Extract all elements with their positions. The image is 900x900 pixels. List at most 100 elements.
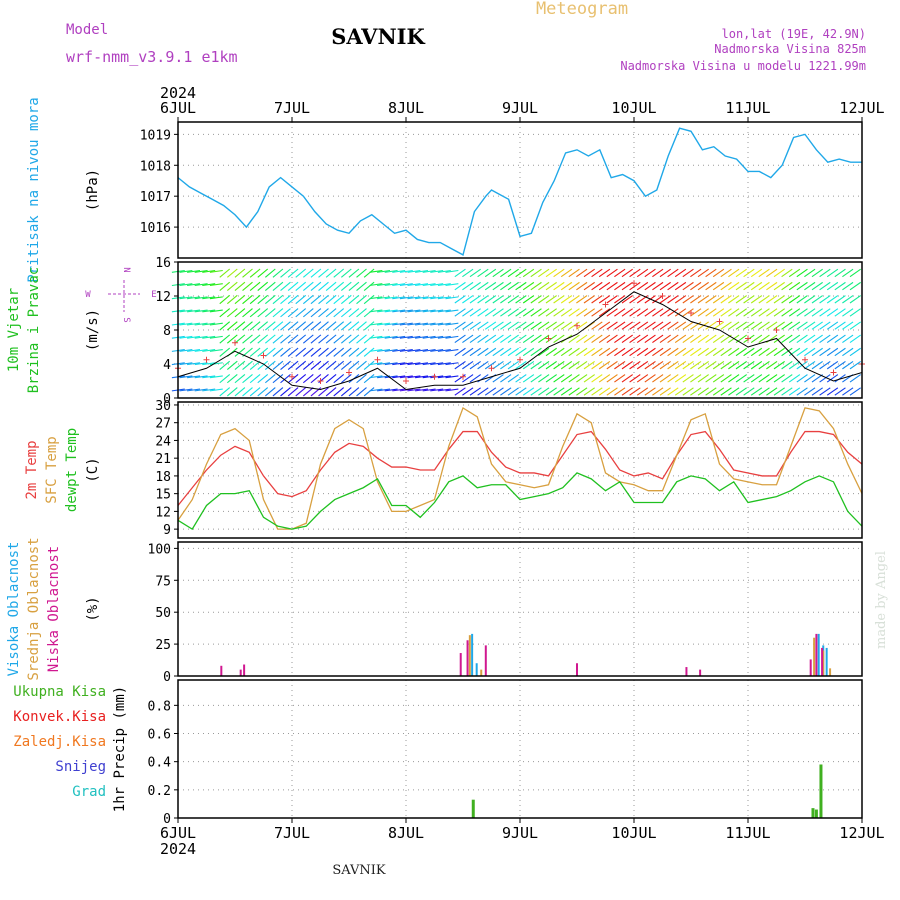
wind-barb	[179, 296, 193, 300]
y-tick-label: 15	[155, 488, 171, 503]
y-axis-label: 10m Vjetar	[6, 288, 22, 372]
wind-barb	[249, 268, 261, 278]
wind-barb	[530, 334, 542, 343]
wind-barb	[422, 375, 436, 379]
wind-barb	[560, 360, 573, 370]
wind-barb	[302, 373, 314, 384]
wind-barb	[735, 347, 747, 357]
y-tick-label: 9	[163, 523, 171, 538]
wind-barb	[690, 374, 702, 383]
wind-barb	[287, 387, 299, 397]
wind-barb	[598, 387, 611, 396]
wind-barb	[295, 281, 307, 291]
wind-barb	[219, 334, 231, 344]
wind-barb	[202, 296, 216, 300]
y-tick-label: 27	[155, 417, 171, 432]
wind-barb	[644, 308, 656, 317]
wind-barb	[553, 295, 565, 304]
wind-barb	[697, 281, 709, 291]
x-tick-label-top: 8JUL	[388, 99, 424, 117]
wind-barb	[287, 347, 299, 357]
temp-line-1	[177, 406, 863, 530]
wind-barb	[325, 281, 337, 291]
wind-barb	[318, 321, 329, 331]
wind-barb	[796, 308, 808, 317]
wind-barb	[445, 322, 459, 326]
wind-barb	[728, 387, 740, 396]
wind-barb	[445, 375, 459, 379]
wind-barb	[369, 362, 383, 366]
wind-barb	[515, 308, 527, 317]
wind-gust-mark	[317, 378, 324, 384]
wind-barb	[849, 308, 861, 317]
wind-barb	[538, 281, 550, 291]
y-tick-label: 12	[155, 290, 171, 305]
wind-barb	[399, 309, 413, 313]
wind-barb	[712, 360, 725, 370]
wind-barb	[469, 268, 481, 278]
wind-barb	[811, 295, 823, 304]
wind-barb	[834, 281, 846, 291]
wind-barb	[834, 374, 846, 383]
precip-bar	[811, 808, 815, 818]
wind-barb	[568, 334, 580, 343]
wind-barb	[530, 347, 542, 357]
wind-barb	[445, 269, 459, 273]
wind-gust-mark	[403, 378, 409, 384]
wind-barb	[310, 294, 322, 305]
wind-barb	[545, 347, 557, 357]
wind-barb	[545, 374, 557, 383]
wind-barb	[492, 374, 504, 383]
wind-barb	[621, 374, 633, 383]
wind-barb	[399, 335, 413, 339]
wind-barb	[392, 335, 406, 339]
wind-barb	[553, 281, 565, 291]
wind-barb	[469, 321, 481, 330]
wind-barb	[469, 374, 481, 383]
wind-barb	[834, 308, 846, 317]
wind-barb	[644, 321, 656, 330]
wind-barb	[507, 295, 519, 304]
wind-barb	[445, 362, 459, 366]
wind-barb	[705, 334, 717, 343]
wind-barb	[302, 268, 314, 278]
wind-barb	[333, 308, 345, 318]
wind-barb	[187, 375, 201, 379]
wind-barb	[598, 334, 611, 343]
wind-barb	[735, 295, 747, 304]
wind-barb	[302, 308, 314, 318]
wind-barb	[369, 335, 383, 339]
wind-barb	[219, 373, 231, 384]
wind-barb	[437, 296, 451, 300]
wind-barb	[667, 374, 679, 383]
wind-barb	[356, 387, 367, 397]
wind-barb	[340, 387, 352, 397]
wind-barb	[728, 321, 740, 330]
wind-barb	[415, 322, 429, 326]
wind-barb	[242, 373, 253, 384]
wind-barb	[363, 268, 375, 278]
wind-barb	[445, 349, 459, 352]
wind-barb	[384, 296, 398, 300]
wind-barb	[187, 349, 201, 352]
wind-barb	[644, 268, 656, 278]
wind-barb	[492, 360, 504, 370]
wind-barb	[819, 308, 831, 317]
wind-barb	[842, 295, 854, 304]
wind-barb	[591, 360, 603, 370]
wind-barb	[219, 347, 231, 357]
wind-barb	[674, 347, 687, 357]
y-tick-label: 12	[155, 505, 171, 520]
wind-barb	[272, 334, 284, 344]
wind-barb	[507, 268, 519, 278]
wind-barb	[384, 335, 398, 339]
wind-barb	[614, 374, 626, 383]
wind-barb	[399, 349, 413, 352]
wind-barb	[484, 334, 497, 343]
wind-barb	[310, 347, 322, 357]
wind-barb	[437, 269, 451, 273]
wind-barb	[606, 308, 618, 317]
wind-barb	[644, 360, 656, 370]
footer-station: SAVNIK	[332, 863, 386, 878]
wind-barb	[667, 347, 679, 357]
